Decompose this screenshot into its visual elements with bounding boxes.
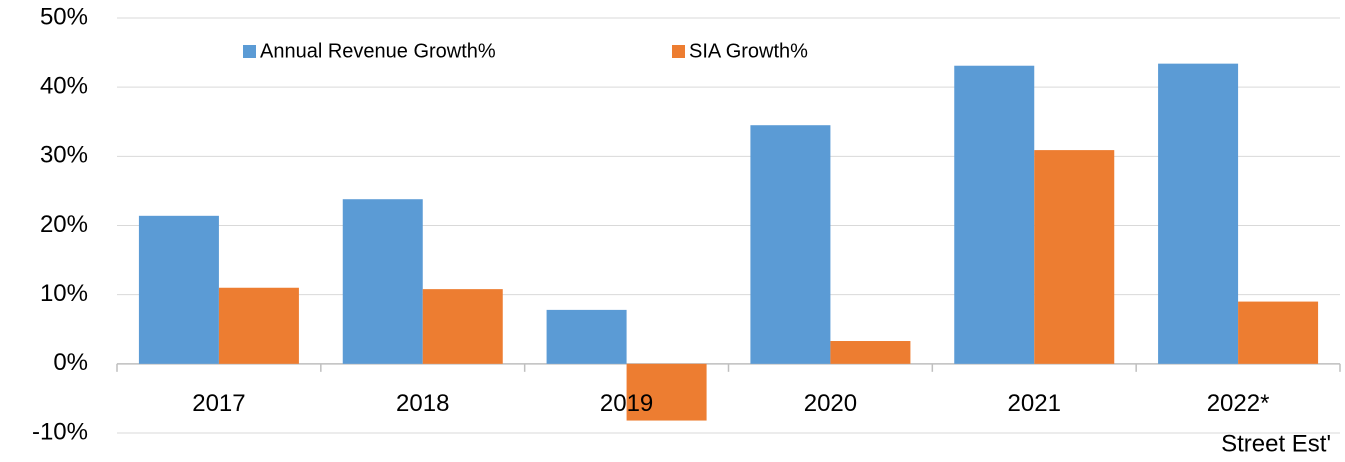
bar [1158,63,1239,364]
bar [422,289,503,364]
y-tick-label: 50% [40,3,88,30]
y-tick-label: 40% [40,73,88,100]
legend-label: Annual Revenue Growth% [260,40,496,62]
legend-swatch [243,45,256,58]
legend-swatch [672,45,685,58]
x-tick-label: 2021 [1008,390,1061,417]
x-tick-label: 2022* [1207,390,1270,417]
bar [342,199,423,364]
bar [750,125,831,364]
y-tick-label: 30% [40,142,88,169]
bar [546,309,627,364]
bar [954,65,1035,364]
bar [1034,150,1115,364]
x-tick-label: 2019 [600,390,653,417]
y-tick-label: 20% [40,211,88,238]
x-tick-label: 2020 [804,390,857,417]
y-tick-label: 10% [40,280,88,307]
legend-label: SIA Growth% [689,40,808,62]
annotation: Street Est' [1221,430,1331,457]
y-tick-label: 0% [53,349,88,376]
x-tick-label: 2018 [396,390,449,417]
bar [218,287,299,364]
bar [830,341,911,364]
bar [1238,301,1319,364]
x-tick-label: 2017 [192,390,245,417]
bar [626,363,707,421]
bar [138,215,219,364]
y-tick-label: -10% [32,418,88,445]
